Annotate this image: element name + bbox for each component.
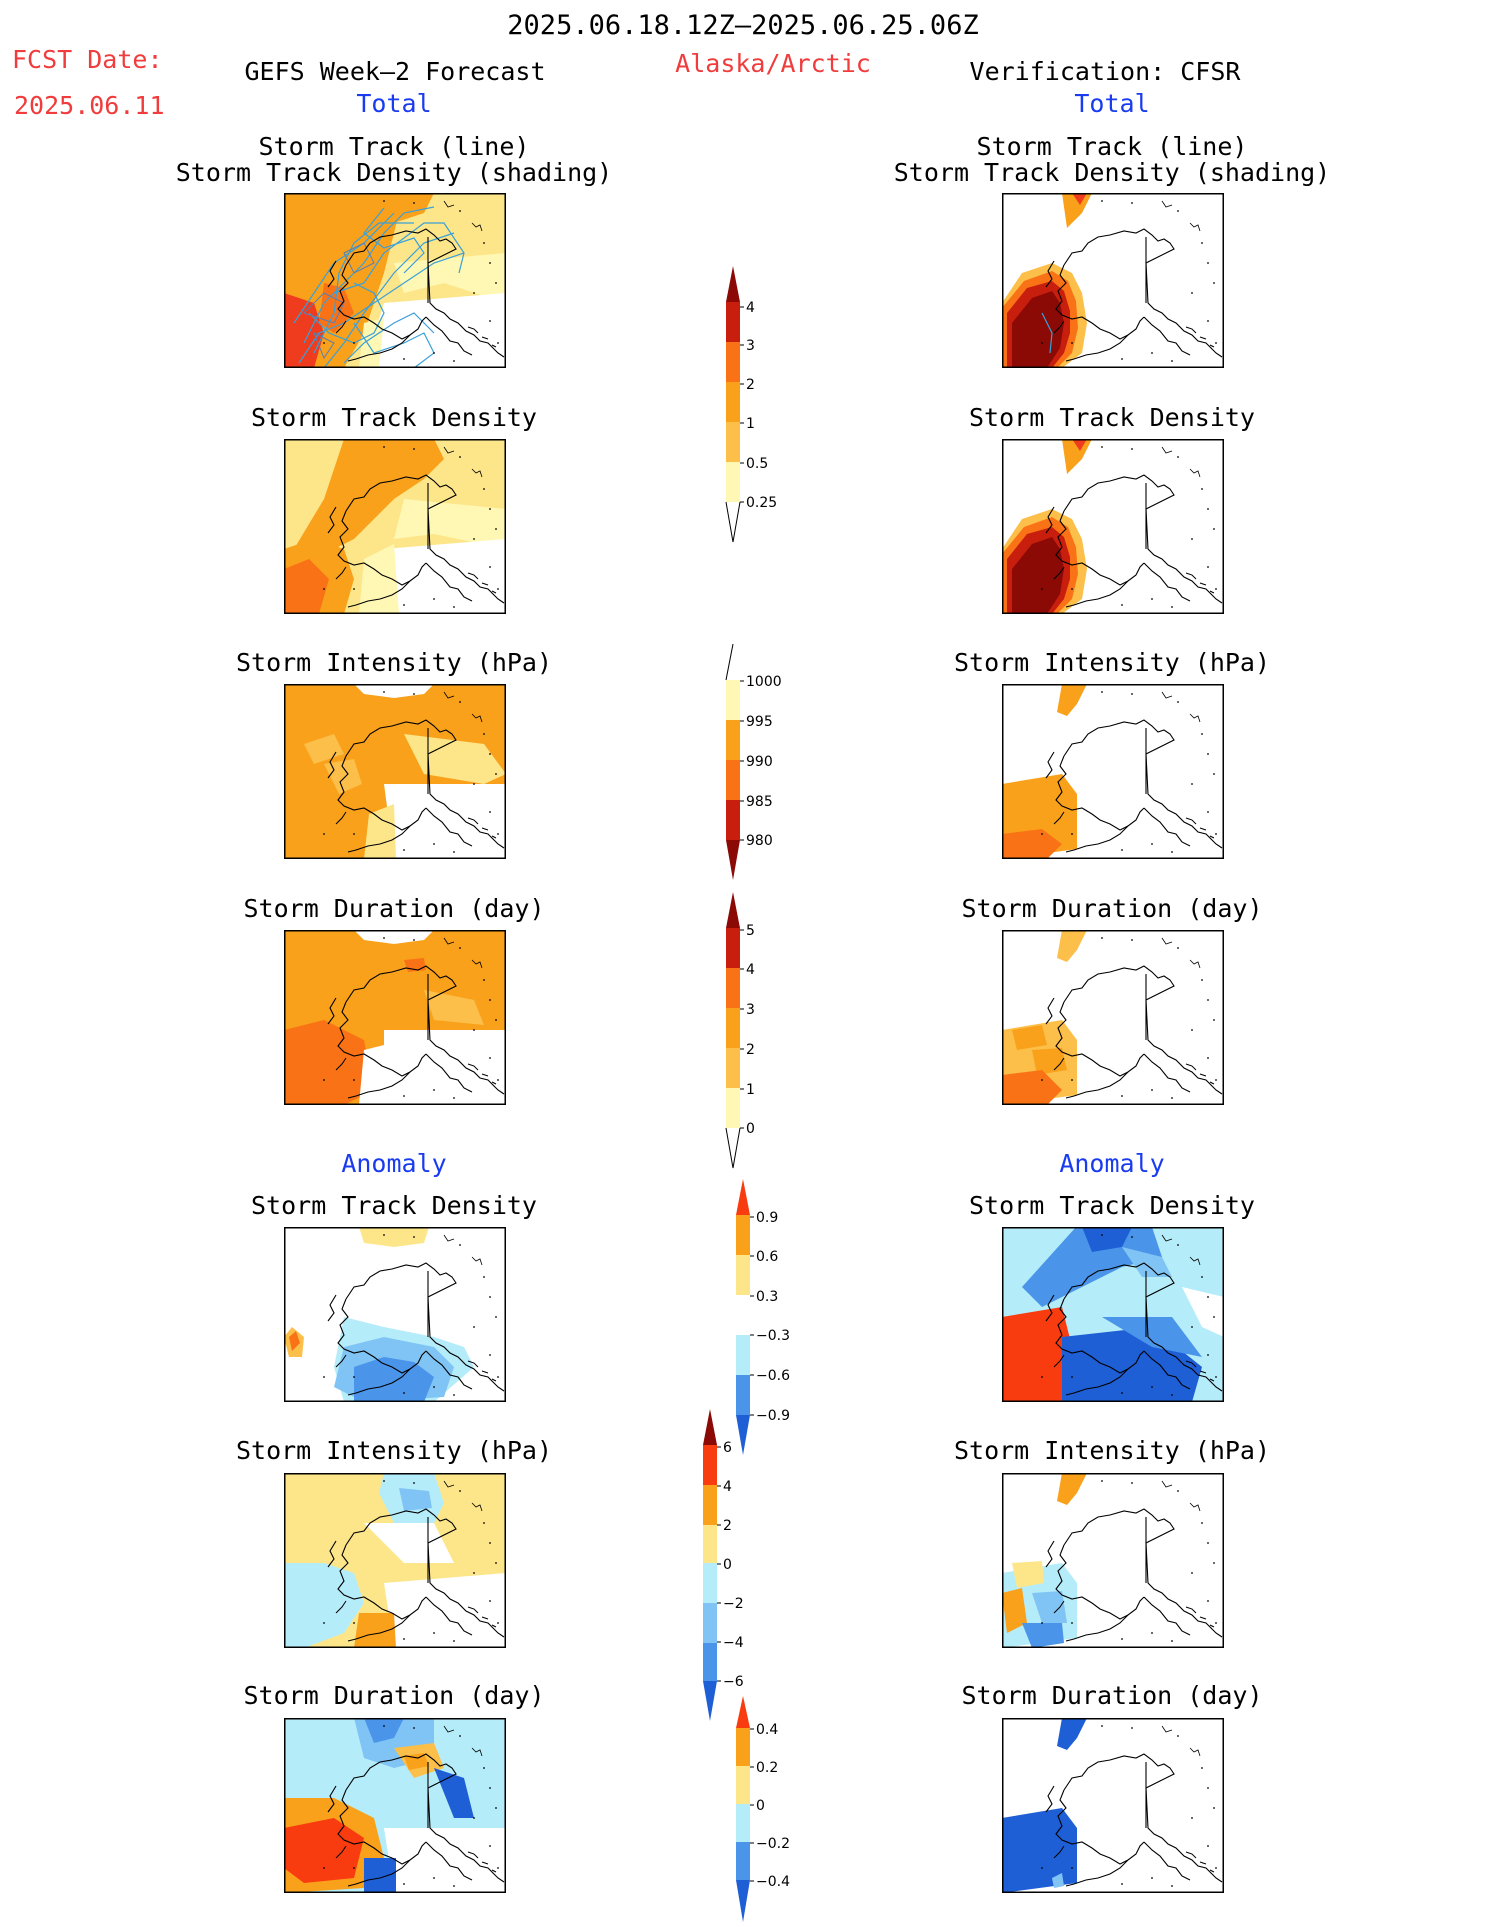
right-duration-title: Storm Duration (day) [961,894,1263,923]
duration-tick-3: 3 [746,1002,755,1018]
anom-density-colorbar: 0.9 0.6 0.3 −0.3 −0.6 −0.9 [736,1179,790,1455]
right-intensity-title: Storm Intensity (hPa) [953,648,1271,677]
density-tick-2: 2 [746,377,755,393]
left-track-density-title: Storm Track Density [251,403,537,432]
left-density-map [284,439,506,614]
right-anom-duration-map [1002,1718,1224,1893]
anom-duration-colorbar: 0.4 0.2 0 −0.2 −0.4 [736,1696,790,1922]
anom-density-tick-m09: −0.9 [756,1408,790,1424]
anom-density-tick-m03: −0.3 [756,1328,790,1344]
left-model-title: GEFS Week–2 Forecast [244,57,546,86]
intensity-tick-1000: 1000 [746,674,782,690]
density-tick-025: 0.25 [746,495,777,511]
anom-duration-tick-m04: −0.4 [756,1874,790,1890]
anomaly-left-label: Anomaly [341,1149,447,1178]
anom-duration-tick-04: 0.4 [756,1722,778,1738]
right-track-density-map [1002,193,1224,368]
duration-tick-0: 0 [746,1121,755,1137]
region-title: Alaska/Arctic [675,49,871,78]
anom-intensity-tick-6: 6 [723,1440,732,1456]
anom-density-tick-03: 0.3 [756,1289,778,1305]
intensity-tick-995: 995 [746,714,773,730]
total-right-label: Total [1074,89,1150,118]
anom-intensity-colorbar: 6 4 2 0 −2 −4 −6 [703,1409,744,1721]
intensity-colorbar: 1000 995 990 985 980 [725,643,782,880]
duration-tick-4: 4 [746,962,755,978]
right-model-title: Verification: CFSR [969,57,1241,86]
left-anom-duration-title: Storm Duration (day) [243,1681,545,1710]
left-track-density-map [284,193,506,368]
left-anom-intensity-map [284,1473,506,1648]
anom-duration-tick-02: 0.2 [756,1760,778,1776]
density-tick-4: 4 [746,300,755,316]
intensity-tick-990: 990 [746,754,773,770]
left-track-line-title: Storm Track (line) Storm Track Density (s… [175,132,613,187]
right-track-density-title: Storm Track Density [969,403,1255,432]
left-anom-density-title: Storm Track Density [251,1191,537,1220]
right-intensity-map [1002,684,1224,859]
right-anom-intensity-map [1002,1473,1224,1648]
left-anom-intensity-title: Storm Intensity (hPa) [235,1436,553,1465]
anom-duration-tick-m02: −0.2 [756,1836,790,1852]
fcst-date-value: 2025.06.11 [14,91,165,120]
anomaly-right-label: Anomaly [1059,1149,1165,1178]
anom-density-tick-09: 0.9 [756,1210,778,1226]
anom-intensity-tick-m4: −4 [723,1635,744,1651]
density-colorbar: 4 3 2 1 0.5 0.25 [725,266,777,543]
anom-density-tick-06: 0.6 [756,1249,778,1265]
left-intensity-map [284,684,506,859]
right-density-map [1002,439,1224,614]
anom-intensity-tick-0: 0 [723,1557,732,1573]
left-anom-duration-map [284,1718,506,1893]
right-track-line-title: Storm Track (line) Storm Track Density (s… [893,132,1331,187]
left-intensity-title: Storm Intensity (hPa) [235,648,553,677]
date-range-title: 2025.06.18.12Z–2025.06.25.06Z [507,10,979,41]
anom-density-tick-m06: −0.6 [756,1368,790,1384]
right-anom-density-map [1002,1227,1224,1402]
left-duration-map [284,930,506,1105]
duration-tick-2: 2 [746,1042,755,1058]
fcst-date-label: FCST Date: [12,45,163,74]
total-left-label: Total [356,89,432,118]
density-tick-3: 3 [746,338,755,354]
right-anom-density-title: Storm Track Density [969,1191,1255,1220]
right-anom-intensity-title: Storm Intensity (hPa) [953,1436,1271,1465]
right-duration-map [1002,930,1224,1105]
left-duration-title: Storm Duration (day) [243,894,545,923]
anom-duration-tick-0: 0 [756,1798,765,1814]
density-tick-1: 1 [746,416,755,432]
intensity-tick-985: 985 [746,794,773,810]
left-anom-density-map [284,1227,506,1402]
anom-intensity-tick-4: 4 [723,1479,732,1495]
right-anom-duration-title: Storm Duration (day) [961,1681,1263,1710]
intensity-tick-980: 980 [746,833,773,849]
anom-intensity-tick-m6: −6 [723,1674,744,1690]
anom-intensity-tick-2: 2 [723,1518,732,1534]
duration-colorbar: 5 4 3 2 1 0 [725,892,755,1169]
density-tick-05: 0.5 [746,456,768,472]
duration-tick-1: 1 [746,1082,755,1098]
duration-tick-5: 5 [746,923,755,939]
anom-intensity-tick-m2: −2 [723,1596,744,1612]
